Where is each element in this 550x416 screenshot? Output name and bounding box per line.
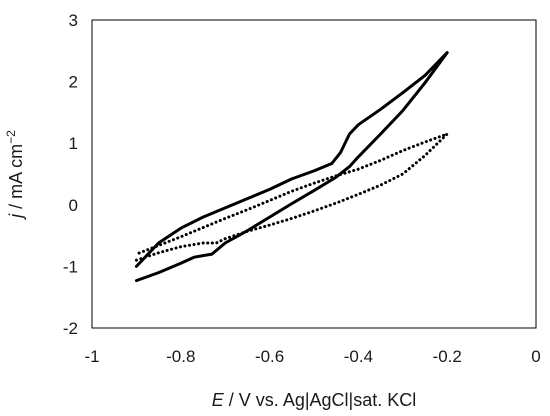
x-tick-label: -0.4 <box>344 347 373 366</box>
x-tick-label: -0.2 <box>433 347 462 366</box>
y-tick-labels: -2 -1 0 1 2 3 <box>63 11 78 338</box>
y-tick-label: -2 <box>63 319 78 338</box>
x-tick-label: 0 <box>531 347 540 366</box>
x-tick-label: -1 <box>84 347 99 366</box>
y-tick-label: 3 <box>69 11 78 30</box>
series-solid-line <box>134 51 449 283</box>
x-tick-label: -0.6 <box>255 347 284 366</box>
series-layer <box>134 51 449 283</box>
y-axis-title-exponent: −2 <box>4 130 18 144</box>
y-tick-label: -1 <box>63 257 78 276</box>
y-axis-title-text: / mA cm <box>6 144 26 214</box>
y-tick-label: 1 <box>69 134 78 153</box>
y-axis-title: j / mA cm−2 <box>4 130 26 221</box>
plot-frame <box>91 19 537 329</box>
y-axis-title-symbol: j <box>6 213 26 221</box>
y-tick-label: 2 <box>69 73 78 92</box>
series-dotted-line <box>134 132 449 262</box>
y-tick-label: 0 <box>69 196 78 215</box>
x-axis-title-text: / V vs. Ag|AgCl|sat. KCl <box>224 390 416 410</box>
x-axis-title: E / V vs. Ag|AgCl|sat. KCl <box>212 390 416 410</box>
x-tick-labels: -1 -0.8 -0.6 -0.4 -0.2 0 <box>84 347 540 366</box>
x-axis-title-symbol: E <box>212 390 225 410</box>
x-tick-label: -0.8 <box>166 347 195 366</box>
